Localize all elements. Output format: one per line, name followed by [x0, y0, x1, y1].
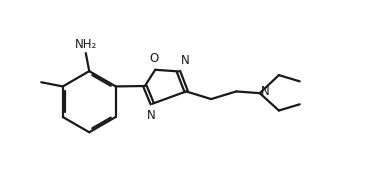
- Text: O: O: [150, 52, 159, 65]
- Text: NH₂: NH₂: [75, 38, 97, 51]
- Text: N: N: [147, 109, 156, 122]
- Text: N: N: [261, 85, 270, 98]
- Text: N: N: [181, 54, 190, 67]
